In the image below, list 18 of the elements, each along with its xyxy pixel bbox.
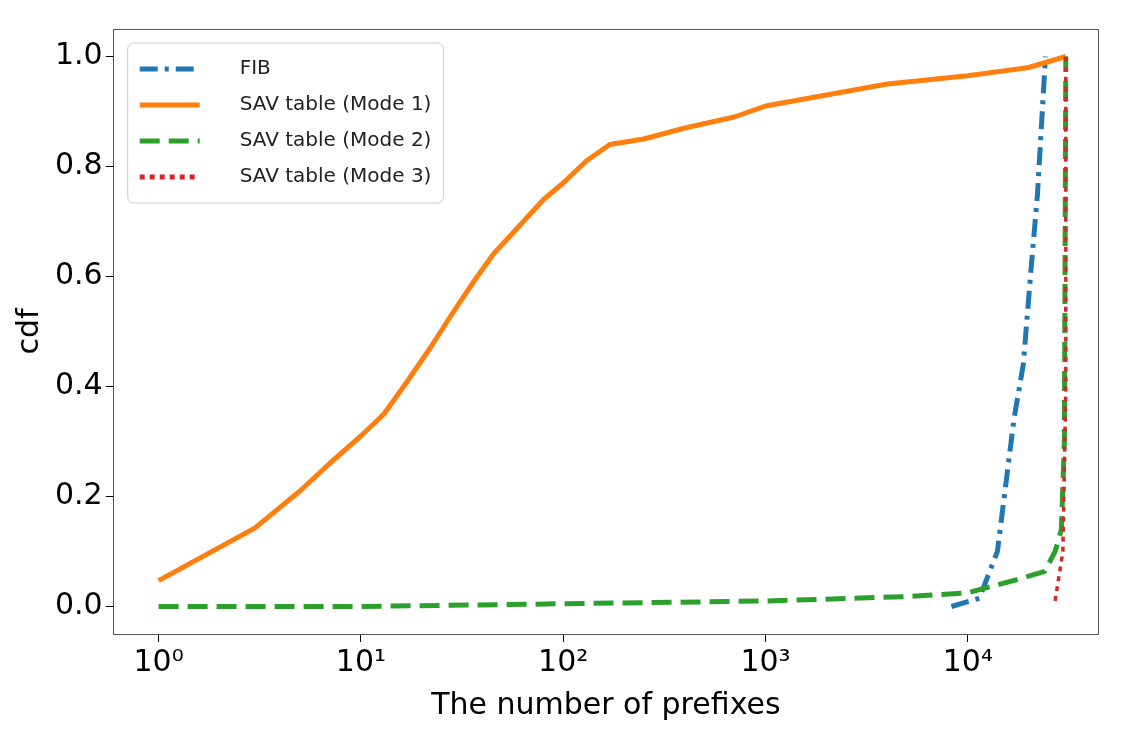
- x-tick-label: 10¹: [335, 642, 386, 678]
- legend-label: SAV table (Mode 1): [239, 91, 432, 116]
- legend-label: FIB: [239, 55, 271, 80]
- y-tick-label: 0.8: [54, 146, 103, 182]
- y-tick-label: 0.2: [54, 476, 103, 512]
- x-tick-label: 10³: [740, 642, 791, 678]
- y-tick-label: 0.0: [54, 586, 103, 622]
- y-tick-label: 0.4: [54, 366, 103, 402]
- legend-label: SAV table (Mode 2): [239, 127, 432, 152]
- x-tick-label: 10²: [538, 642, 589, 678]
- x-tick-label: 10⁴: [942, 642, 993, 678]
- x-axis-title: The number of prefixes: [430, 685, 781, 721]
- y-tick-label: 1.0: [54, 36, 103, 72]
- y-axis-title: cdf: [9, 307, 45, 355]
- y-tick-label: 0.6: [54, 256, 103, 292]
- legend-label: SAV table (Mode 3): [239, 163, 432, 188]
- line-series: [1053, 54, 1068, 603]
- x-tick-label: 10⁰: [133, 642, 184, 678]
